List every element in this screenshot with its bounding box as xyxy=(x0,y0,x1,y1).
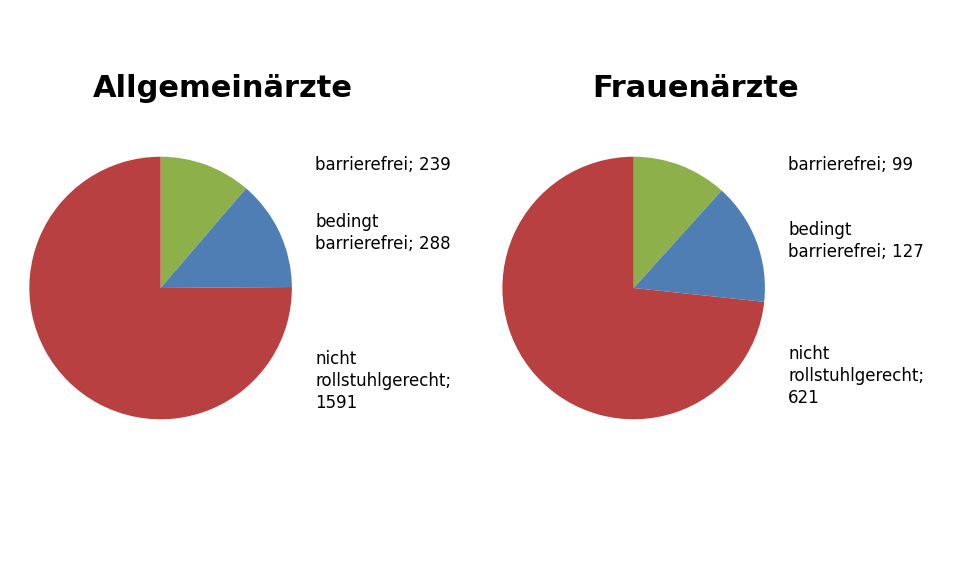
Title: Allgemeinärzte: Allgemeinärzte xyxy=(92,74,352,103)
Title: Frauenärzte: Frauenärzte xyxy=(592,74,799,103)
Wedge shape xyxy=(30,157,292,419)
Wedge shape xyxy=(634,157,722,288)
Text: nicht
rollstuhlgerecht;
621: nicht rollstuhlgerecht; 621 xyxy=(788,344,924,407)
Text: bedingt
barrierefrei; 127: bedingt barrierefrei; 127 xyxy=(788,221,924,261)
Wedge shape xyxy=(160,157,246,288)
Text: barrierefrei; 99: barrierefrei; 99 xyxy=(788,157,913,175)
Wedge shape xyxy=(160,188,292,288)
Text: barrierefrei; 239: barrierefrei; 239 xyxy=(315,156,451,174)
Text: bedingt
barrierefrei; 288: bedingt barrierefrei; 288 xyxy=(315,213,450,253)
Wedge shape xyxy=(502,157,764,419)
Wedge shape xyxy=(634,191,765,302)
Text: nicht
rollstuhlgerecht;
1591: nicht rollstuhlgerecht; 1591 xyxy=(315,350,451,412)
